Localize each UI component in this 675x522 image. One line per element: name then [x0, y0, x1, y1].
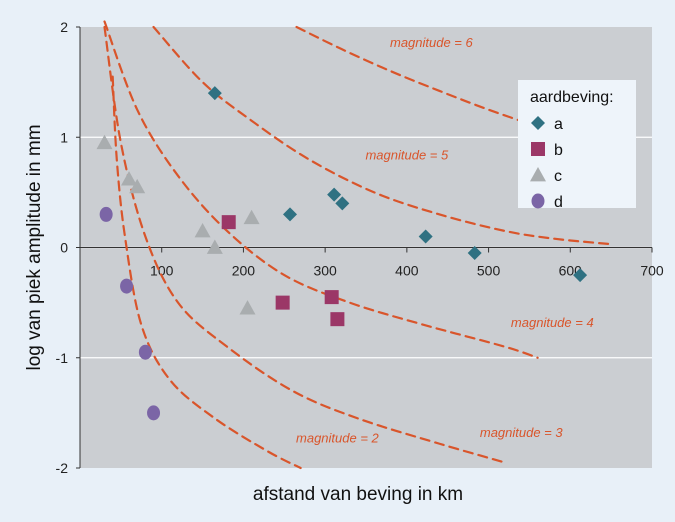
x-tick-label: 500 — [477, 263, 501, 279]
legend-label: a — [554, 116, 563, 133]
data-point-b — [324, 290, 339, 305]
data-point-a — [283, 207, 298, 222]
data-point-a — [327, 187, 342, 202]
x-tick-label: 700 — [640, 263, 664, 279]
y-tick-label: 2 — [60, 19, 68, 35]
data-point-a — [418, 229, 433, 244]
y-axis-title: log van piek amplitude in mm — [24, 124, 45, 370]
x-tick-label: 300 — [313, 263, 337, 279]
x-axis-title: afstand van beving in km — [253, 484, 463, 505]
legend-label: b — [554, 142, 563, 159]
magnitude-curve — [103, 20, 539, 359]
data-point-b — [221, 215, 236, 230]
magnitude-label: magnitude = 2 — [296, 431, 380, 446]
data-point-c — [206, 239, 223, 254]
y-tick-label: 0 — [60, 240, 68, 256]
data-point-c — [129, 178, 146, 194]
y-tick-label: -1 — [56, 350, 69, 366]
data-point-c — [194, 222, 211, 238]
magnitude-label: magnitude = 3 — [480, 425, 564, 440]
magnitude-curve — [103, 25, 507, 464]
legend-marker-a — [531, 116, 545, 130]
y-tick-label: 1 — [60, 129, 68, 145]
data-point-c — [243, 209, 260, 225]
legend-label: c — [554, 168, 562, 185]
data-point-a — [467, 246, 482, 261]
legend-label: d — [554, 194, 563, 211]
data-point-c — [96, 134, 113, 150]
data-point-d — [120, 278, 134, 294]
data-point-d — [99, 206, 113, 222]
magnitude-label: magnitude = 4 — [511, 315, 594, 330]
magnitude-label: magnitude = 5 — [365, 147, 449, 162]
data-point-c — [239, 300, 256, 315]
legend-marker-b — [531, 142, 545, 156]
data-point-a — [207, 86, 222, 101]
data-points — [96, 86, 588, 421]
data-point-a — [335, 196, 350, 211]
data-point-b — [275, 295, 290, 310]
data-point-d — [147, 405, 161, 421]
data-point-b — [330, 312, 345, 327]
x-tick-label: 200 — [232, 263, 256, 279]
y-tick-label: -2 — [56, 460, 69, 476]
x-tick-label: 100 — [150, 263, 174, 279]
legend-marker-c — [530, 167, 546, 182]
legend-title: aardbeving: — [530, 89, 614, 106]
legend-marker-d — [531, 193, 545, 209]
x-tick-label: 400 — [395, 263, 419, 279]
data-point-d — [138, 344, 152, 360]
data-point-c — [121, 171, 138, 186]
data-point-a — [573, 268, 588, 283]
magnitude-curve — [111, 75, 302, 470]
magnitude-label: magnitude = 6 — [390, 35, 474, 50]
